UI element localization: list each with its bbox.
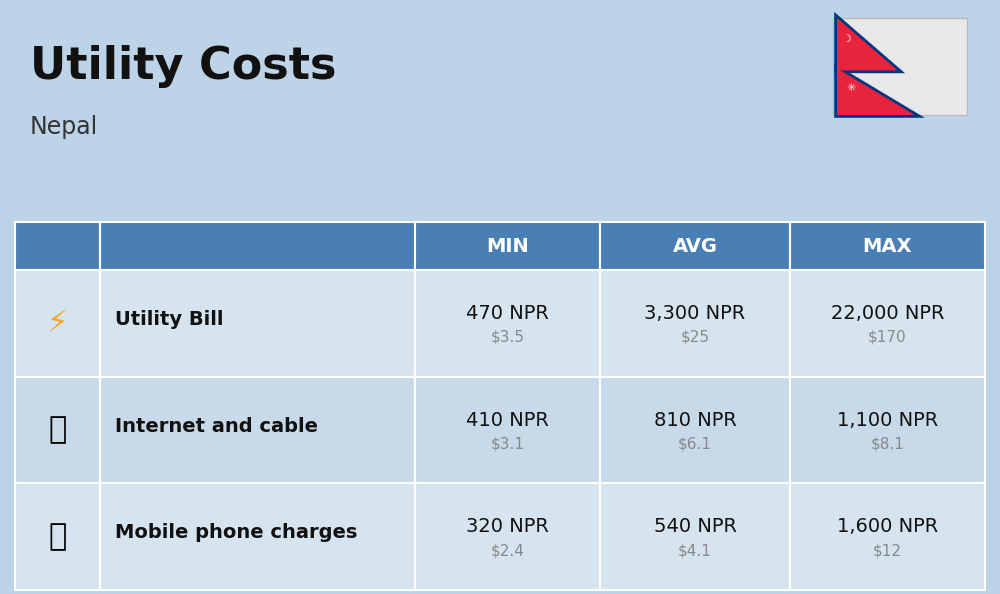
Text: Utility Costs: Utility Costs (30, 45, 336, 88)
Text: Nepal: Nepal (30, 115, 98, 139)
Text: 3,300 NPR: 3,300 NPR (644, 304, 746, 323)
Text: ✳: ✳ (846, 83, 856, 93)
Text: ⚡: ⚡ (47, 309, 68, 338)
Text: MAX: MAX (863, 236, 912, 255)
Text: 810 NPR: 810 NPR (654, 410, 736, 429)
Text: AVG: AVG (672, 236, 718, 255)
Bar (415, 222, 600, 270)
Text: 1,600 NPR: 1,600 NPR (837, 517, 938, 536)
Text: $3.5: $3.5 (490, 330, 524, 345)
Bar (15, 377, 100, 484)
Bar (100, 484, 415, 590)
Text: Internet and cable: Internet and cable (115, 416, 318, 435)
Text: $3.1: $3.1 (490, 437, 524, 451)
Text: 📱: 📱 (48, 522, 67, 551)
Text: $2.4: $2.4 (491, 543, 524, 558)
Text: 470 NPR: 470 NPR (466, 304, 549, 323)
Text: 410 NPR: 410 NPR (466, 410, 549, 429)
Polygon shape (837, 18, 898, 71)
Text: $12: $12 (873, 543, 902, 558)
Bar (100, 377, 415, 484)
Bar (600, 270, 790, 377)
Bar (833, 18, 967, 115)
Bar (415, 484, 600, 590)
Text: 1,100 NPR: 1,100 NPR (837, 410, 938, 429)
Bar (100, 270, 415, 377)
Polygon shape (837, 68, 915, 115)
Bar (790, 222, 985, 270)
Polygon shape (837, 68, 915, 115)
Text: $4.1: $4.1 (678, 543, 712, 558)
Text: $6.1: $6.1 (678, 437, 712, 451)
Bar (600, 222, 790, 270)
Text: 📡: 📡 (48, 415, 67, 444)
Text: $8.1: $8.1 (871, 437, 904, 451)
Text: $170: $170 (868, 330, 907, 345)
Bar (790, 377, 985, 484)
Text: Utility Bill: Utility Bill (115, 310, 224, 329)
Bar (15, 222, 100, 270)
Text: 22,000 NPR: 22,000 NPR (831, 304, 944, 323)
Text: 320 NPR: 320 NPR (466, 517, 549, 536)
Polygon shape (837, 18, 898, 71)
Bar (600, 377, 790, 484)
Text: $25: $25 (680, 330, 710, 345)
Bar (415, 377, 600, 484)
Bar (600, 484, 790, 590)
Text: MIN: MIN (486, 236, 529, 255)
Bar (790, 484, 985, 590)
Text: ☽: ☽ (843, 34, 851, 45)
Text: Mobile phone charges: Mobile phone charges (115, 523, 357, 542)
Bar (15, 484, 100, 590)
Bar (415, 270, 600, 377)
Bar (100, 222, 415, 270)
Bar (15, 270, 100, 377)
Bar (790, 270, 985, 377)
Text: 540 NPR: 540 NPR (654, 517, 736, 536)
